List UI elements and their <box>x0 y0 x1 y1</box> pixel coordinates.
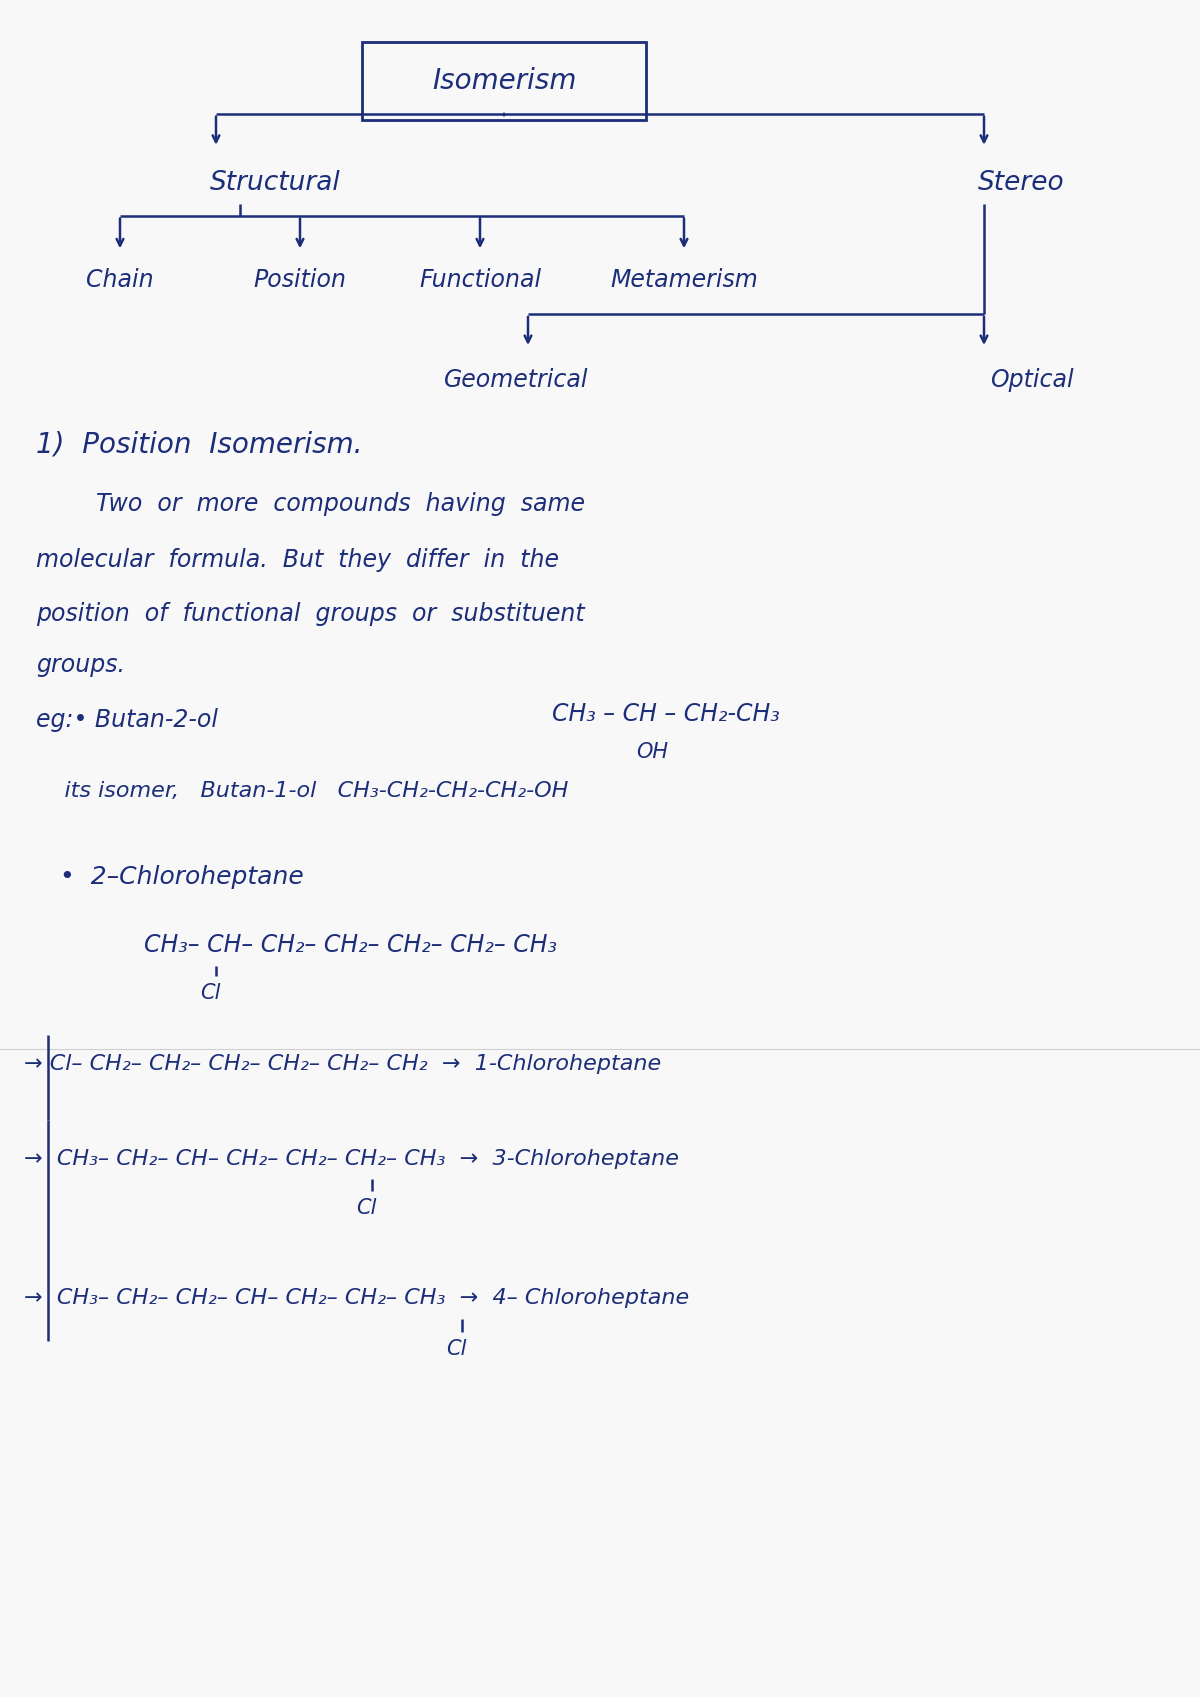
Text: its isomer,   Butan-1-ol   CH₃-CH₂-CH₂-CH₂-OH: its isomer, Butan-1-ol CH₃-CH₂-CH₂-CH₂-O… <box>36 781 569 801</box>
Text: Geometrical: Geometrical <box>444 368 588 392</box>
Text: Position: Position <box>253 268 347 292</box>
Text: Metamerism: Metamerism <box>610 268 758 292</box>
Text: →  CH₃– CH₂– CH– CH₂– CH₂– CH₂– CH₃  →  3-Chloroheptane: → CH₃– CH₂– CH– CH₂– CH₂– CH₂– CH₃ → 3-C… <box>24 1149 679 1169</box>
Text: Cl: Cl <box>200 983 220 1003</box>
Text: molecular  formula.  But  they  differ  in  the: molecular formula. But they differ in th… <box>36 548 559 572</box>
Text: 1)  Position  Isomerism.: 1) Position Isomerism. <box>36 431 362 458</box>
Text: Functional: Functional <box>419 268 541 292</box>
Text: Structural: Structural <box>210 170 341 197</box>
Text: Two  or  more  compounds  having  same: Two or more compounds having same <box>36 492 586 516</box>
Text: CH₃ – CH – CH₂-CH₃: CH₃ – CH – CH₂-CH₃ <box>552 703 780 726</box>
Text: groups.: groups. <box>36 653 125 677</box>
Text: Optical: Optical <box>990 368 1074 392</box>
Text: eg:• Butan-2-ol: eg:• Butan-2-ol <box>36 708 218 731</box>
Text: Cl: Cl <box>446 1339 466 1359</box>
Text: →  CH₃– CH₂– CH₂– CH– CH₂– CH₂– CH₃  →  4– Chloroheptane: → CH₃– CH₂– CH₂– CH– CH₂– CH₂– CH₃ → 4– … <box>24 1288 689 1308</box>
Text: → Cl– CH₂– CH₂– CH₂– CH₂– CH₂– CH₂  →  1-Chloroheptane: → Cl– CH₂– CH₂– CH₂– CH₂– CH₂– CH₂ → 1-C… <box>24 1054 661 1074</box>
Text: CH₃– CH– CH₂– CH₂– CH₂– CH₂– CH₃: CH₃– CH– CH₂– CH₂– CH₂– CH₂– CH₃ <box>144 933 557 957</box>
Text: position  of  functional  groups  or  substituent: position of functional groups or substit… <box>36 602 584 626</box>
Text: Cl: Cl <box>356 1198 376 1218</box>
Text: Isomerism: Isomerism <box>432 68 576 95</box>
Text: OH: OH <box>636 742 668 762</box>
Text: Stereo: Stereo <box>978 170 1064 197</box>
Text: •  2–Chloroheptane: • 2–Chloroheptane <box>60 865 304 889</box>
Text: Chain: Chain <box>86 268 154 292</box>
